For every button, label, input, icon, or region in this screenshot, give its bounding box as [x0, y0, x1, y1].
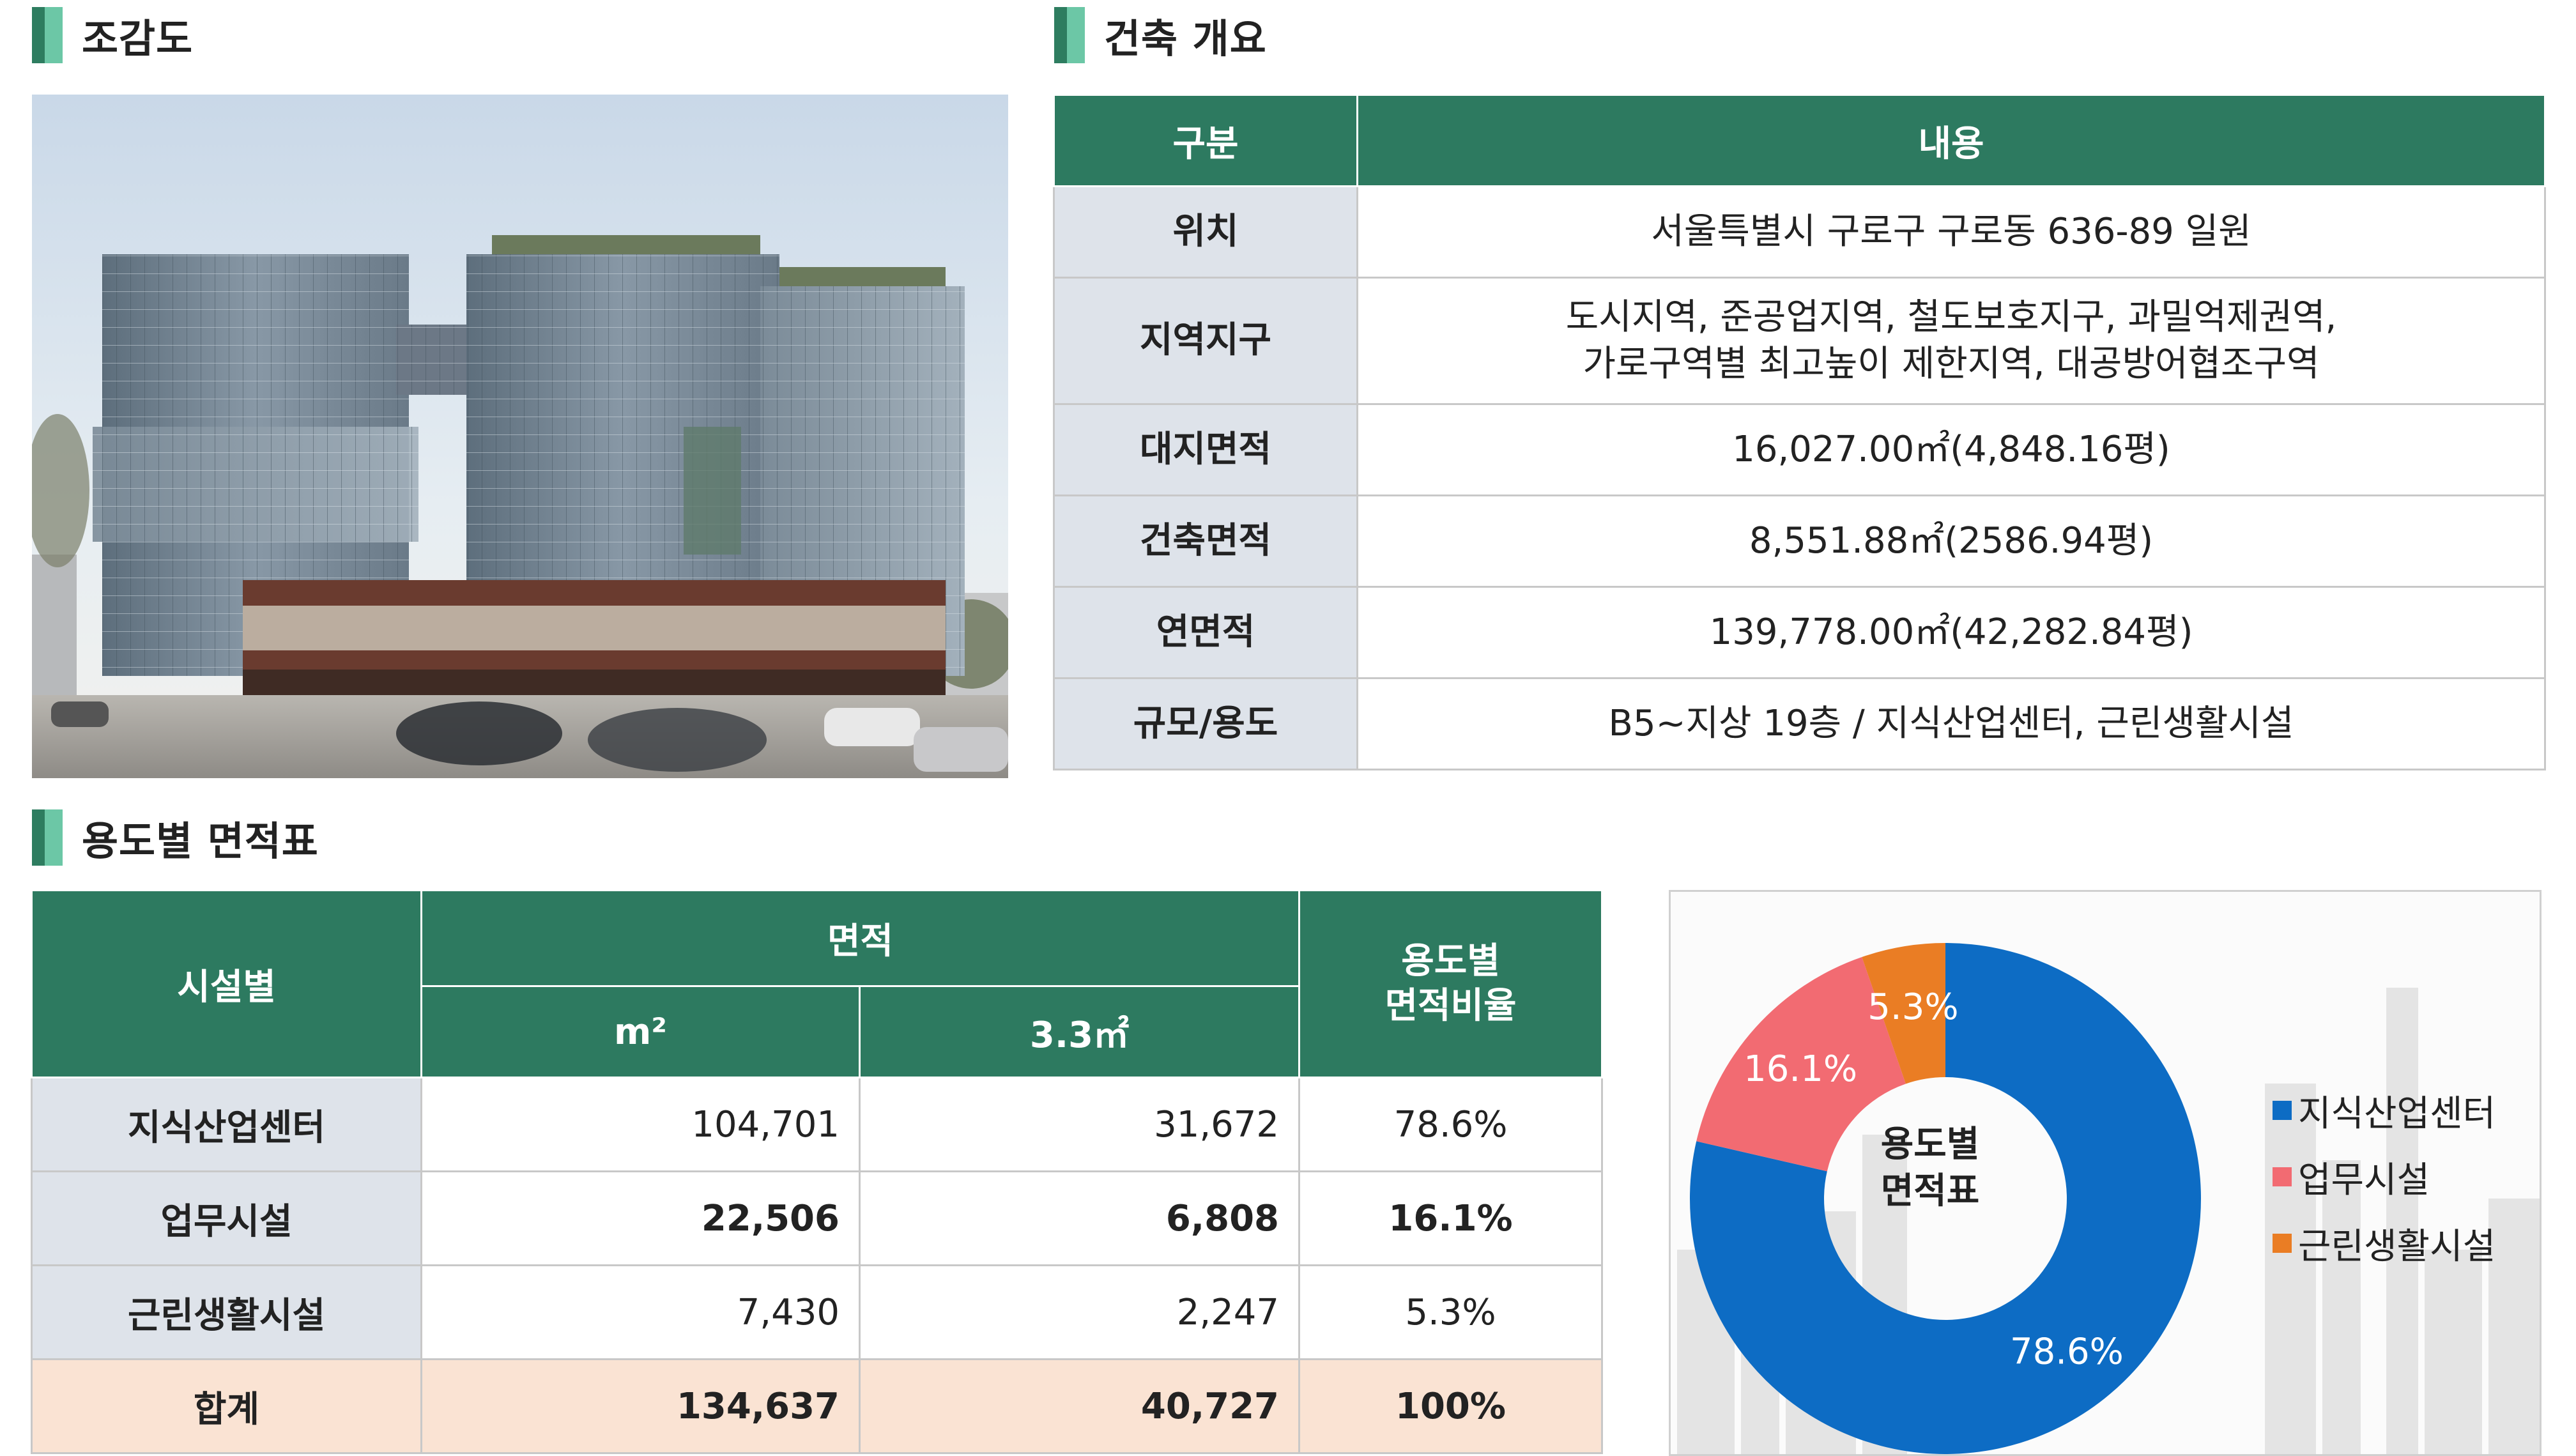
- legend-label: 근린생활시설: [2298, 1225, 2496, 1268]
- overview-label: 건축면적: [1053, 494, 1358, 588]
- overview-label: 연면적: [1053, 586, 1358, 679]
- ratio-header-line-2: 면적비율: [1384, 985, 1517, 1027]
- area-header-row-2: m² 3.3㎡: [32, 985, 1602, 1078]
- area-header-ratio: 용도별 면적비율: [1298, 889, 1604, 1078]
- slice-label-business-facility: 16.1%: [1744, 1048, 1857, 1090]
- facility-name: 근린생활시설: [31, 1264, 422, 1360]
- overview-row-zoning: 지역지구 도시지역, 준공업지역, 철도보호지구, 과밀억제권역, 가로구역별 …: [1053, 277, 2546, 405]
- legend-swatch: [2273, 1167, 2292, 1186]
- overview-row-location: 위치 서울특별시 구로구 구로동 636-89 일원: [1053, 185, 2546, 279]
- chart-center-title: 용도별 면적표: [1873, 1122, 1988, 1215]
- area-ratio: 5.3%: [1298, 1264, 1604, 1360]
- legend-label: 지식산업센터: [2298, 1092, 2496, 1135]
- facility-name: 지식산업센터: [31, 1077, 422, 1172]
- slice-neighborhood-facility: [1862, 943, 1945, 1084]
- legend-label: 업무시설: [2298, 1159, 2430, 1201]
- area-sqm: 7,430: [420, 1264, 861, 1360]
- area-pyeong: 6,808: [858, 1170, 1301, 1266]
- total-label: 합계: [31, 1358, 422, 1454]
- overview-header-row: 구분 내용: [1053, 94, 2546, 187]
- area-header-facility: 시설별: [31, 889, 422, 1078]
- title-marker: [32, 809, 63, 866]
- overview-value: 서울특별시 구로구 구로동 636-89 일원: [1356, 185, 2546, 279]
- area-section-title: 용도별 면적표: [32, 809, 319, 866]
- center-title-line-2: 면적표: [1880, 1170, 1980, 1212]
- legend-item: 근린생활시설: [2273, 1210, 2496, 1276]
- zoning-line-1: 도시지역, 준공업지역, 철도보호지구, 과밀억제권역,: [1565, 296, 2337, 338]
- table-row: 근린생활시설 7,430 2,247 5.3%: [31, 1264, 1604, 1360]
- overview-label: 대지면적: [1053, 403, 1358, 496]
- overview-title: 건축 개요: [1104, 15, 1267, 62]
- area-sqm: 104,701: [420, 1077, 861, 1172]
- total-pyeong: 40,727: [858, 1358, 1301, 1454]
- slice-business-facility: [1696, 956, 1906, 1172]
- center-title-line-1: 용도별: [1880, 1124, 1980, 1165]
- slice-label-neighborhood-facility: 5.3%: [1867, 986, 1958, 1028]
- legend-item: 지식산업센터: [2273, 1077, 2496, 1144]
- area-pyeong: 31,672: [858, 1077, 1301, 1172]
- ratio-header-line-1: 용도별: [1401, 940, 1500, 982]
- overview-value: 도시지역, 준공업지역, 철도보호지구, 과밀억제권역, 가로구역별 최고높이 …: [1356, 277, 2546, 405]
- area-ratio: 16.1%: [1298, 1170, 1604, 1266]
- building-overview-table: 구분 내용 위치 서울특별시 구로구 구로동 636-89 일원 지역지구 도시…: [1053, 94, 2546, 770]
- overview-value: 16,027.00㎡(4,848.16평): [1356, 403, 2546, 496]
- area-header-pyeong: 3.3㎡: [858, 985, 1301, 1078]
- donut-chart: 78.6% 16.1%5.3%: [1690, 943, 2201, 1454]
- legend-item: 업무시설: [2273, 1144, 2496, 1210]
- facility-name: 업무시설: [31, 1170, 422, 1266]
- building-rendering-image: [32, 95, 1008, 778]
- zoning-line-2: 가로구역별 최고높이 제한지역, 대공방어협조구역: [1583, 342, 2320, 385]
- area-title: 용도별 면적표: [82, 818, 319, 864]
- slice-label-knowledge-industry-center: 78.6%: [2010, 1331, 2124, 1373]
- table-row: 지식산업센터 104,701 31,672 78.6%: [31, 1077, 1604, 1172]
- area-ratio: 78.6%: [1298, 1077, 1604, 1172]
- legend-swatch: [2273, 1234, 2292, 1253]
- overview-row-gross-area: 연면적 139,778.00㎡(42,282.84평): [1053, 586, 2546, 679]
- total-sqm: 134,637: [420, 1358, 861, 1454]
- overview-label: 지역지구: [1053, 277, 1358, 405]
- area-sqm: 22,506: [420, 1170, 861, 1266]
- overview-label: 규모/용도: [1053, 677, 1358, 770]
- total-row: 합계 134,637 40,727 100%: [31, 1358, 1604, 1454]
- area-by-use-table: 시설별 면적 용도별 면적비율 m² 3.3㎡ 지식산업센터 104,701 3…: [31, 889, 1604, 1454]
- overview-row-building-area: 건축면적 8,551.88㎡(2586.94평): [1053, 494, 2546, 588]
- area-header-sqm: m²: [420, 985, 861, 1078]
- total-ratio: 100%: [1298, 1358, 1604, 1454]
- overview-value: B5~지상 19층 / 지식산업센터, 근린생활시설: [1356, 677, 2546, 770]
- overview-header-content: 내용: [1356, 94, 2546, 187]
- title-marker: [1054, 7, 1085, 63]
- legend-swatch: [2273, 1101, 2292, 1120]
- overview-row-scale-use: 규모/용도 B5~지상 19층 / 지식산업센터, 근린생활시설: [1053, 677, 2546, 770]
- bird-eye-title: 조감도: [82, 15, 194, 62]
- overview-row-site-area: 대지면적 16,027.00㎡(4,848.16평): [1053, 403, 2546, 496]
- table-row: 업무시설 22,506 6,808 16.1%: [31, 1170, 1604, 1266]
- overview-label: 위치: [1053, 185, 1358, 279]
- area-header-row-1: 시설별 면적 용도별 면적비율: [31, 889, 1604, 1078]
- bird-eye-section-title: 조감도: [32, 6, 193, 64]
- overview-header-category: 구분: [1053, 94, 1358, 187]
- area-pyeong: 2,247: [858, 1264, 1301, 1360]
- title-marker: [32, 7, 63, 63]
- slice-knowledge-industry-center: [1690, 943, 2201, 1454]
- overview-section-title: 건축 개요: [1054, 6, 1267, 64]
- overview-value: 139,778.00㎡(42,282.84평): [1356, 586, 2546, 679]
- overview-value: 8,551.88㎡(2586.94평): [1356, 494, 2546, 588]
- area-header-area: 면적: [420, 889, 1301, 987]
